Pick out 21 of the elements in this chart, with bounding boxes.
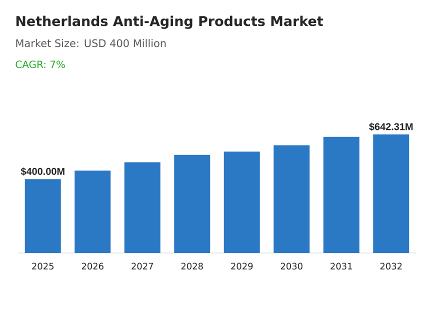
x-tick-label: 2032 [380,262,402,270]
x-tick-label: 2028 [181,262,203,270]
x-tick-label: 2027 [132,262,154,270]
x-tick-label: 2025 [32,262,54,270]
bar [174,154,210,253]
bar [124,162,160,253]
chart-subtitle: Market Size: USD 400 Million [16,39,166,48]
chart-title: Netherlands Anti-Aging Products Market [16,16,324,29]
x-tick-label: 2030 [280,262,302,270]
bar [74,170,111,253]
x-tick-label: 2029 [231,262,253,270]
x-tick-label: 2026 [82,262,104,270]
bar [323,136,360,253]
bar [24,179,61,253]
text: CAGR: 7% [16,60,65,68]
x-tick-label: 2031 [330,262,352,270]
data-label: $642.31M [369,122,413,131]
bar [373,134,410,253]
bar [224,152,260,253]
data-label: $400.00M [20,167,64,176]
bar [274,145,310,253]
